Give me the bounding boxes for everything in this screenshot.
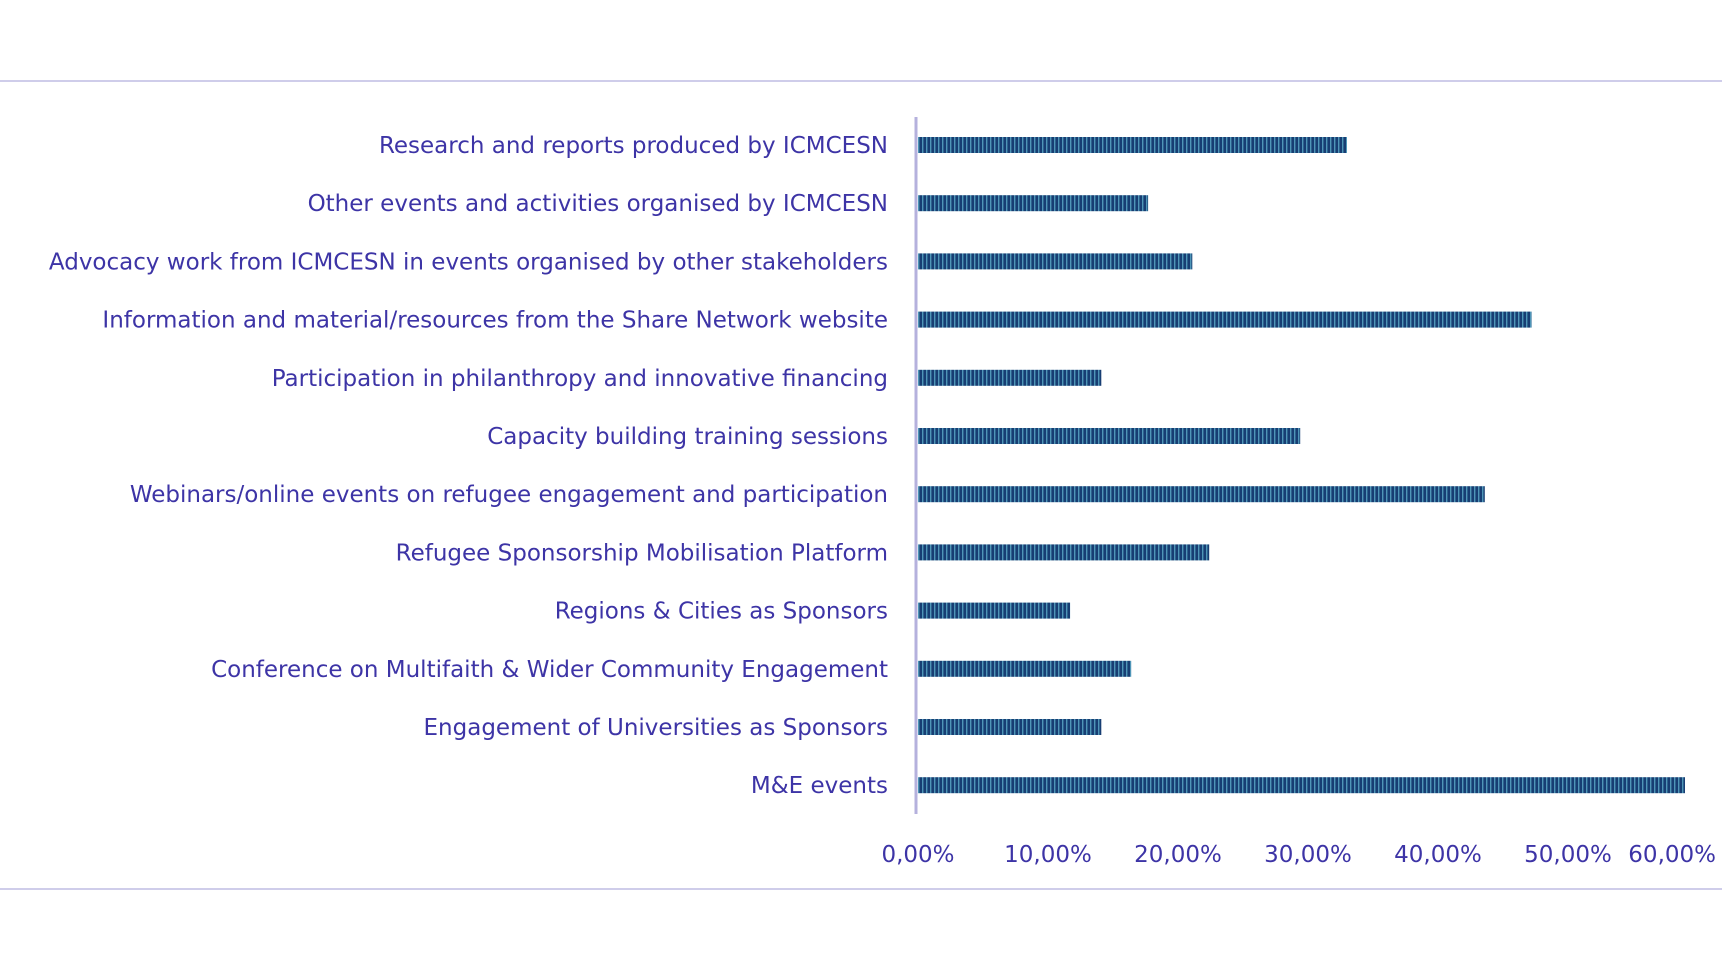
x-tick-label: 50,00% [1524, 842, 1612, 868]
x-tick-label: 0,00% [881, 842, 954, 868]
bar [918, 544, 1210, 561]
x-tick-label: 40,00% [1394, 842, 1482, 868]
category-label: Regions & Cities as Sponsors [555, 599, 888, 625]
x-tick-label: 20,00% [1134, 842, 1222, 868]
category-label: Refugee Sponsorship Mobilisation Platfor… [396, 540, 888, 566]
bars-group [918, 137, 1685, 794]
category-label: Other events and activities organised by… [308, 191, 888, 217]
category-label: Engagement of Universities as Sponsors [424, 715, 888, 741]
category-label: Advocacy work from ICMCESN in events org… [49, 249, 888, 275]
x-tick-label: 10,00% [1004, 842, 1092, 868]
category-label: Capacity building training sessions [487, 424, 888, 450]
bar [918, 660, 1132, 677]
x-tick-label: 30,00% [1264, 842, 1352, 868]
category-label: Conference on Multifaith & Wider Communi… [211, 657, 888, 683]
x-tick-label: 60,00% [1628, 842, 1716, 868]
bar [918, 428, 1301, 444]
bar [918, 137, 1347, 153]
bar [918, 253, 1193, 270]
bar [918, 195, 1149, 212]
bar [918, 602, 1071, 619]
category-labels-group: Research and reports produced by ICMCESN… [49, 133, 888, 799]
category-label: Research and reports produced by ICMCESN [379, 133, 888, 159]
x-tick-labels-group: 0,00% 10,00% 20,00% 30,00% 40,00% 50,00% 60,00… [881, 842, 1716, 868]
category-label: Webinars/online events on refugee engage… [130, 482, 888, 508]
bar [918, 369, 1102, 386]
bar [918, 486, 1485, 503]
bar [918, 311, 1532, 328]
bar [918, 777, 1685, 794]
category-label: Information and material/resources from … [102, 308, 888, 334]
bar [918, 719, 1102, 735]
category-label: Participation in philanthropy and innova… [272, 366, 888, 392]
category-label: M&E events [751, 773, 888, 799]
